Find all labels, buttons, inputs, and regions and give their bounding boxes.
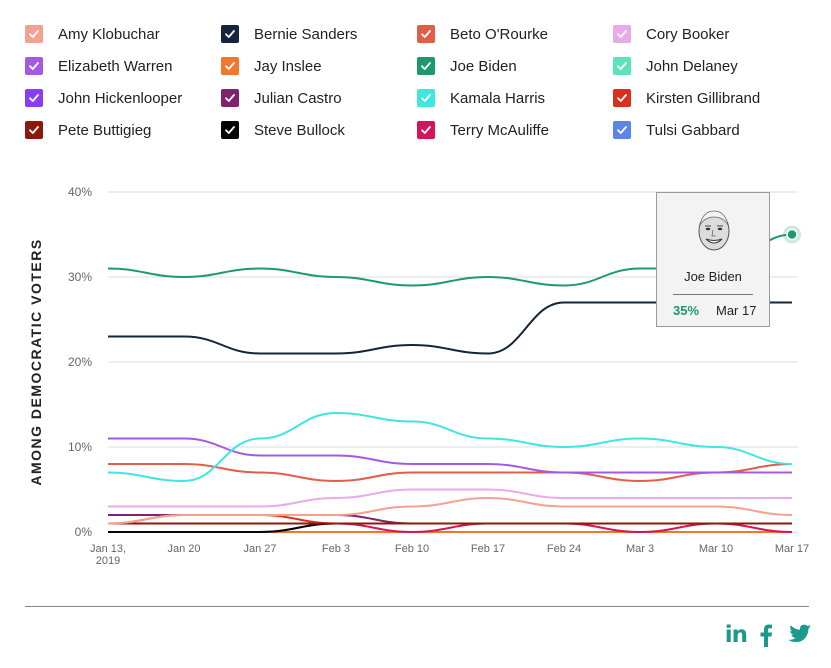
legend-item-julian-castro[interactable]: Julian Castro <box>221 86 342 110</box>
legend-label: Amy Klobuchar <box>58 25 160 43</box>
facebook-icon[interactable] <box>759 622 773 648</box>
legend-item-elizabeth-warren[interactable]: Elizabeth Warren <box>25 54 173 78</box>
legend-item-kirsten-gillibrand[interactable]: Kirsten Gillibrand <box>613 86 760 110</box>
legend-item-joe-biden[interactable]: Joe Biden <box>417 54 517 78</box>
x-tick-label: Feb 17 <box>471 543 505 555</box>
legend-label: Julian Castro <box>254 89 342 107</box>
x-tick-label: Mar 3 <box>626 543 654 555</box>
x-tick-label: Jan 27 <box>243 543 276 555</box>
legend-label: Bernie Sanders <box>254 25 358 43</box>
series-line-elizabeth-warren <box>108 437 793 474</box>
legend-label: Elizabeth Warren <box>58 57 173 75</box>
legend-item-cory-booker[interactable]: Cory Booker <box>613 22 729 46</box>
checkbox-checked-icon[interactable] <box>417 25 435 43</box>
linkedin-label: in <box>724 622 748 648</box>
series-line-kamala-harris <box>107 411 793 483</box>
legend-item-kamala-harris[interactable]: Kamala Harris <box>417 86 545 110</box>
legend-label: Terry McAuliffe <box>450 121 549 139</box>
checkbox-checked-icon[interactable] <box>613 25 631 43</box>
legend-item-amy-klobuchar[interactable]: Amy Klobuchar <box>25 22 160 46</box>
x-tick-label: 2019 <box>96 555 120 567</box>
y-tick-label: 30% <box>68 270 92 284</box>
y-tick-label: 0% <box>75 525 93 539</box>
legend-label: Cory Booker <box>646 25 730 43</box>
checkbox-checked-icon[interactable] <box>221 121 239 139</box>
checkbox-checked-icon[interactable] <box>417 57 435 75</box>
legend-item-tulsi-gabbard[interactable]: Tulsi Gabbard <box>613 118 740 142</box>
checkbox-checked-icon[interactable] <box>613 121 631 139</box>
checkbox-checked-icon[interactable] <box>25 89 43 107</box>
x-tick-label: Feb 24 <box>547 543 581 555</box>
candidate-portrait-icon <box>698 210 730 251</box>
legend-label: Jay Inslee <box>254 57 322 75</box>
legend-label: Pete Buttigieg <box>58 121 152 139</box>
legend-label: Tulsi Gabbard <box>646 121 740 139</box>
footer-divider <box>25 606 809 607</box>
social-share-bar: in <box>713 622 811 648</box>
legend-item-beto-o-rourke[interactable]: Beto O'Rourke <box>417 22 548 46</box>
checkbox-checked-icon[interactable] <box>25 25 43 43</box>
series-line-kirsten-gillibrand <box>107 514 792 525</box>
legend-item-steve-bullock[interactable]: Steve Bullock <box>221 118 345 142</box>
series-line-julian-castro <box>107 514 792 525</box>
twitter-icon[interactable] <box>785 622 811 648</box>
series-line-amy-klobuchar <box>107 496 793 525</box>
legend-item-john-hickenlooper[interactable]: John Hickenlooper <box>25 86 182 110</box>
tooltip-divider <box>673 294 753 295</box>
checkbox-checked-icon[interactable] <box>25 121 43 139</box>
series-line-beto-o-rourke <box>107 462 793 483</box>
highlight-point <box>786 228 798 241</box>
chart-tooltip: Joe Biden 35% Mar 17 <box>656 192 770 327</box>
checkbox-checked-icon[interactable] <box>25 57 43 75</box>
y-tick-label: 10% <box>68 440 92 454</box>
x-tick-label: Feb 3 <box>322 543 350 555</box>
y-tick-label: 40% <box>68 185 92 199</box>
tooltip-date: Mar 17 <box>716 303 757 318</box>
checkbox-checked-icon[interactable] <box>221 25 239 43</box>
tooltip-value: 35% <box>673 303 700 318</box>
checkbox-checked-icon[interactable] <box>221 57 239 75</box>
legend-item-jay-inslee[interactable]: Jay Inslee <box>221 54 322 78</box>
legend-label: Kirsten Gillibrand <box>646 89 761 107</box>
checkbox-checked-icon[interactable] <box>417 89 435 107</box>
legend-label: Steve Bullock <box>254 121 345 139</box>
legend-label: Joe Biden <box>450 57 517 75</box>
checkbox-checked-icon[interactable] <box>221 89 239 107</box>
x-tick-label: Feb 10 <box>395 543 429 555</box>
x-tick-label: Jan 20 <box>167 543 200 555</box>
x-tick-label: Mar 17 <box>775 543 809 555</box>
series-line-cory-booker <box>108 488 792 508</box>
checkbox-checked-icon[interactable] <box>417 121 435 139</box>
legend-label: John Hickenlooper <box>58 89 183 107</box>
legend-label: John Delaney <box>646 57 738 75</box>
legend-item-pete-buttigieg[interactable]: Pete Buttigieg <box>25 118 151 142</box>
y-axis-title: AMONG DEMOCRATIC VOTERS <box>28 238 44 485</box>
legend-item-bernie-sanders[interactable]: Bernie Sanders <box>221 22 357 46</box>
series-line-terry-mcauliffe <box>108 522 793 534</box>
checkbox-checked-icon[interactable] <box>613 57 631 75</box>
linkedin-icon[interactable]: in <box>724 622 748 648</box>
y-tick-label: 20% <box>68 355 92 369</box>
legend-label: Beto O'Rourke <box>450 25 548 43</box>
checkbox-checked-icon[interactable] <box>613 89 631 107</box>
line-chart: 0% 10% 20% 30% 40% Jan 13,2019 Jan 20 Jan 27 Feb… <box>28 185 809 567</box>
x-tick-label: Jan 13, <box>90 543 126 555</box>
x-tick-label: Mar 10 <box>699 543 733 555</box>
legend-item-john-delaney[interactable]: John Delaney <box>613 54 738 78</box>
tooltip-candidate-name: Joe Biden <box>684 269 742 284</box>
legend-item-terry-mcauliffe[interactable]: Terry McAuliffe <box>417 118 549 142</box>
legend-label: Kamala Harris <box>450 89 546 107</box>
